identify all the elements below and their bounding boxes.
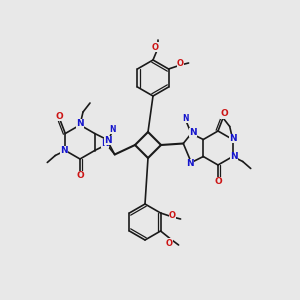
Text: N: N (187, 159, 194, 168)
Text: O: O (169, 212, 176, 220)
Text: N: N (190, 128, 197, 137)
Text: O: O (76, 172, 84, 181)
Text: N: N (76, 119, 84, 128)
Text: O: O (220, 110, 228, 118)
Text: O: O (166, 238, 173, 247)
Text: N: N (101, 139, 109, 148)
Text: N: N (104, 136, 112, 145)
Text: O: O (214, 178, 222, 187)
Text: N: N (229, 134, 236, 143)
Text: N: N (110, 125, 116, 134)
Text: O: O (56, 112, 63, 121)
Text: O: O (177, 59, 184, 68)
Text: O: O (152, 43, 158, 52)
Text: N: N (230, 152, 238, 161)
Text: N: N (182, 114, 188, 123)
Text: N: N (61, 146, 68, 155)
